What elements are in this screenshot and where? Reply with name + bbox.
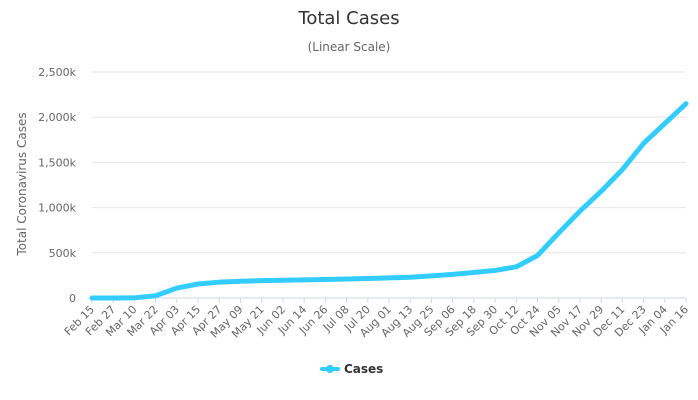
chart-title: Total Cases [297, 8, 399, 29]
y-axis-title: Total Coronavirus Cases [15, 112, 29, 256]
legend-item-cases[interactable]: Cases [344, 362, 383, 376]
y-tick-label: 2,500k [38, 66, 76, 79]
y-tick-label: 1,500k [38, 156, 76, 169]
legend-marker-icon [326, 365, 334, 373]
legend[interactable]: Cases [320, 362, 383, 376]
series-layer [89, 101, 689, 301]
y-axis-ticks: 0 500k 1,000k 1,500k 2,000k 2,500k [38, 66, 76, 305]
y-tick-label: 2,000k [38, 111, 76, 124]
gridlines [92, 71, 686, 299]
y-tick-label: 500k [49, 247, 77, 260]
series-line-cases[interactable] [89, 101, 689, 301]
y-tick-label: 0 [69, 292, 76, 305]
chart-subtitle: (Linear Scale) [308, 40, 391, 54]
y-tick-label: 1,000k [38, 202, 76, 215]
